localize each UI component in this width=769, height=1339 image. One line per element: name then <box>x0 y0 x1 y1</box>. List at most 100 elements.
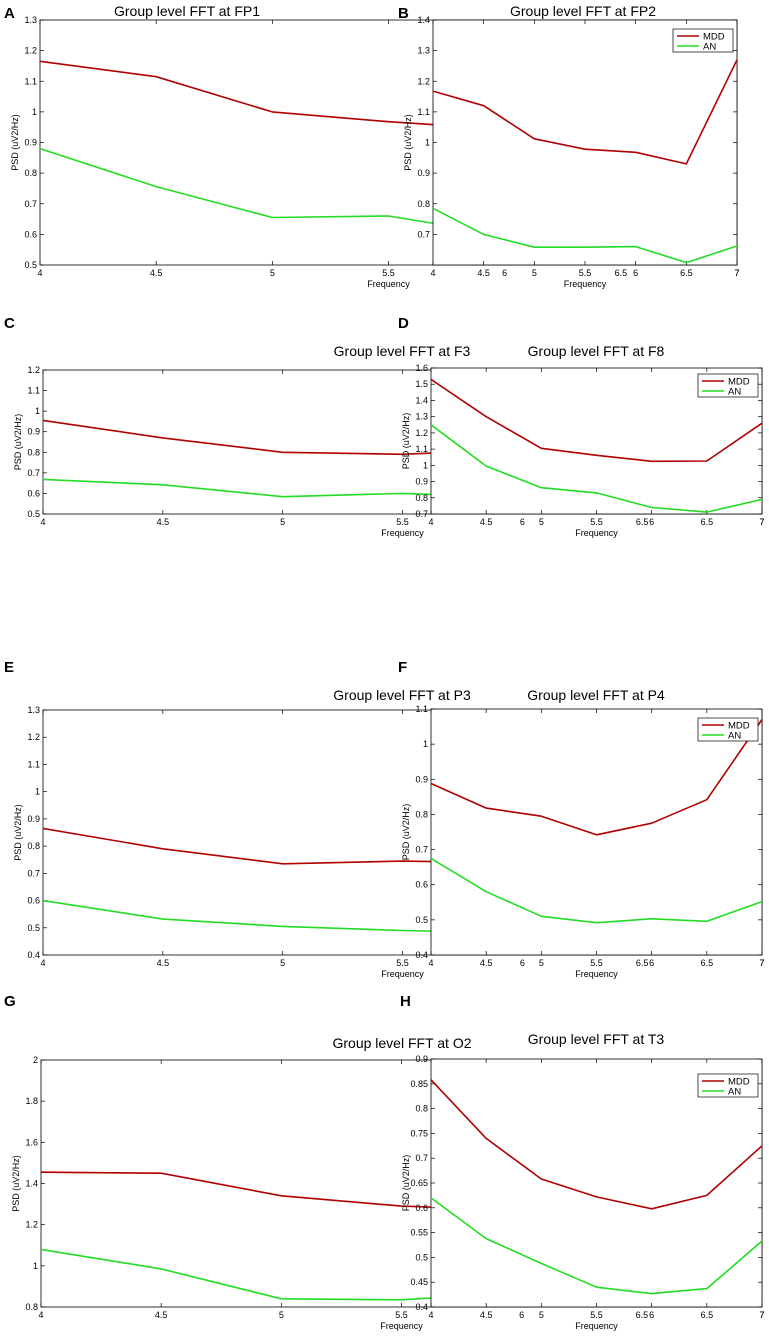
x-tick-label: 5.5 <box>396 958 409 968</box>
y-tick-label: 0.8 <box>25 1302 38 1312</box>
x-tick-label: 5.5 <box>579 268 592 278</box>
y-tick-label: 0.5 <box>27 923 40 933</box>
y-tick-label: 2 <box>33 1055 38 1065</box>
y-tick-label: 1.3 <box>415 412 428 422</box>
panel-letter: E <box>4 659 14 676</box>
x-tick-label: 7 <box>759 958 764 968</box>
x-tick-label: 4 <box>40 517 45 527</box>
chart-title: Group level FFT at O2 <box>332 1035 471 1051</box>
y-tick-label: 1.2 <box>27 732 40 742</box>
y-tick-label: 0.5 <box>415 915 428 925</box>
legend-label-mdd: MDD <box>728 1077 750 1088</box>
y-tick-label: 0.9 <box>27 814 40 824</box>
chart-title: Group level FFT at FP2 <box>510 3 656 19</box>
x-tick-label: 5 <box>539 517 544 527</box>
x-tick-label: 7 <box>759 1310 764 1320</box>
y-tick-label: 0.7 <box>27 868 40 878</box>
panel-letter: B <box>398 5 409 22</box>
series-line-an <box>430 1197 763 1295</box>
x-tick-label: 6.5 <box>636 1310 649 1320</box>
y-tick-label: 0.8 <box>27 841 40 851</box>
y-tick-label: 1.2 <box>25 1220 38 1230</box>
y-tick-label: 1.1 <box>27 759 40 769</box>
x-tick-label: 4.5 <box>477 268 490 278</box>
x-tick-label: 6 <box>649 1310 654 1320</box>
x-tick-label: 5.5 <box>396 517 409 527</box>
y-tick-label: 0.7 <box>415 845 428 855</box>
x-tick-label: 6 <box>520 958 525 968</box>
y-axis-label: PSD (uV2/Hz) <box>13 414 23 471</box>
y-tick-label: 0.4 <box>415 950 428 960</box>
y-axis-label: PSD (uV2/Hz) <box>403 114 413 171</box>
x-tick-label: 5.5 <box>590 517 603 527</box>
x-tick-label: 4 <box>40 958 45 968</box>
y-tick-label: 1.1 <box>415 444 428 454</box>
x-tick-label: 4.5 <box>157 517 170 527</box>
x-tick-label: 4 <box>428 1310 433 1320</box>
x-tick-label: 4.5 <box>480 517 493 527</box>
y-axis-label: PSD (uV2/Hz) <box>11 1155 21 1212</box>
series-line-an <box>432 207 738 264</box>
y-tick-label: 1 <box>423 739 428 749</box>
x-axis-label: Frequency <box>381 528 424 538</box>
x-tick-label: 5 <box>280 958 285 968</box>
y-tick-label: 0.85 <box>410 1079 428 1089</box>
x-axis-label: Frequency <box>575 1321 618 1331</box>
plot-area <box>430 708 763 956</box>
y-tick-label: 0.5 <box>415 1252 428 1262</box>
y-tick-label: 0.8 <box>415 809 428 819</box>
x-tick-label: 5.5 <box>590 1310 603 1320</box>
y-tick-label: 0.4 <box>415 1302 428 1312</box>
y-tick-label: 0.7 <box>415 1153 428 1163</box>
x-axis-label: Frequency <box>575 528 618 538</box>
y-tick-label: 1.2 <box>24 46 37 56</box>
x-axis-label: Frequency <box>381 969 424 979</box>
x-axis-label: Frequency <box>380 1321 423 1331</box>
x-tick-label: 4.5 <box>480 958 493 968</box>
y-tick-label: 0.7 <box>415 509 428 519</box>
legend-label-an: AN <box>728 731 741 742</box>
chart-title: Group level FFT at T3 <box>528 1031 665 1047</box>
y-tick-label: 1.2 <box>415 428 428 438</box>
x-tick-label: 6.5 <box>701 517 714 527</box>
x-axis-label: Frequency <box>564 279 607 289</box>
x-tick-label: 7 <box>759 958 764 968</box>
series-line-an <box>430 857 763 924</box>
chart-title: Group level FFT at F3 <box>334 343 471 359</box>
x-tick-label: 5.5 <box>590 958 603 968</box>
y-tick-label: 1.4 <box>417 15 430 25</box>
y-tick-label: 0.4 <box>27 950 40 960</box>
y-tick-label: 1.4 <box>415 395 428 405</box>
y-tick-label: 0.6 <box>24 229 37 239</box>
y-tick-label: 0.6 <box>27 896 40 906</box>
y-tick-label: 1 <box>32 107 37 117</box>
y-tick-label: 1.1 <box>24 76 37 86</box>
x-tick-label: 6 <box>649 517 654 527</box>
y-tick-label: 1.2 <box>27 365 40 375</box>
x-tick-label: 7 <box>734 268 739 278</box>
y-tick-label: 1 <box>35 406 40 416</box>
x-tick-label: 5 <box>539 958 544 968</box>
x-tick-label: 6.5 <box>701 958 714 968</box>
y-tick-label: 0.7 <box>417 229 430 239</box>
x-tick-label: 4.5 <box>150 268 163 278</box>
y-tick-label: 1.3 <box>24 15 37 25</box>
y-tick-label: 1.1 <box>417 107 430 117</box>
x-axis-label: Frequency <box>367 279 410 289</box>
x-tick-label: 4 <box>428 958 433 968</box>
y-axis-label: PSD (uV2/Hz) <box>401 804 411 861</box>
chart-title: Group level FFT at P3 <box>333 687 471 703</box>
legend-label-mdd: MDD <box>728 721 750 732</box>
y-axis-label: PSD (uV2/Hz) <box>401 1155 411 1212</box>
x-tick-label: 6 <box>520 517 525 527</box>
y-tick-label: 1.4 <box>25 1179 38 1189</box>
y-tick-label: 0.8 <box>27 447 40 457</box>
x-tick-label: 6 <box>519 1310 524 1320</box>
x-tick-label: 4 <box>37 268 42 278</box>
chart-title: Group level FFT at FP1 <box>114 3 260 19</box>
y-tick-label: 0.6 <box>27 488 40 498</box>
y-tick-label: 1.3 <box>417 46 430 56</box>
legend-label-mdd: MDD <box>728 377 750 388</box>
